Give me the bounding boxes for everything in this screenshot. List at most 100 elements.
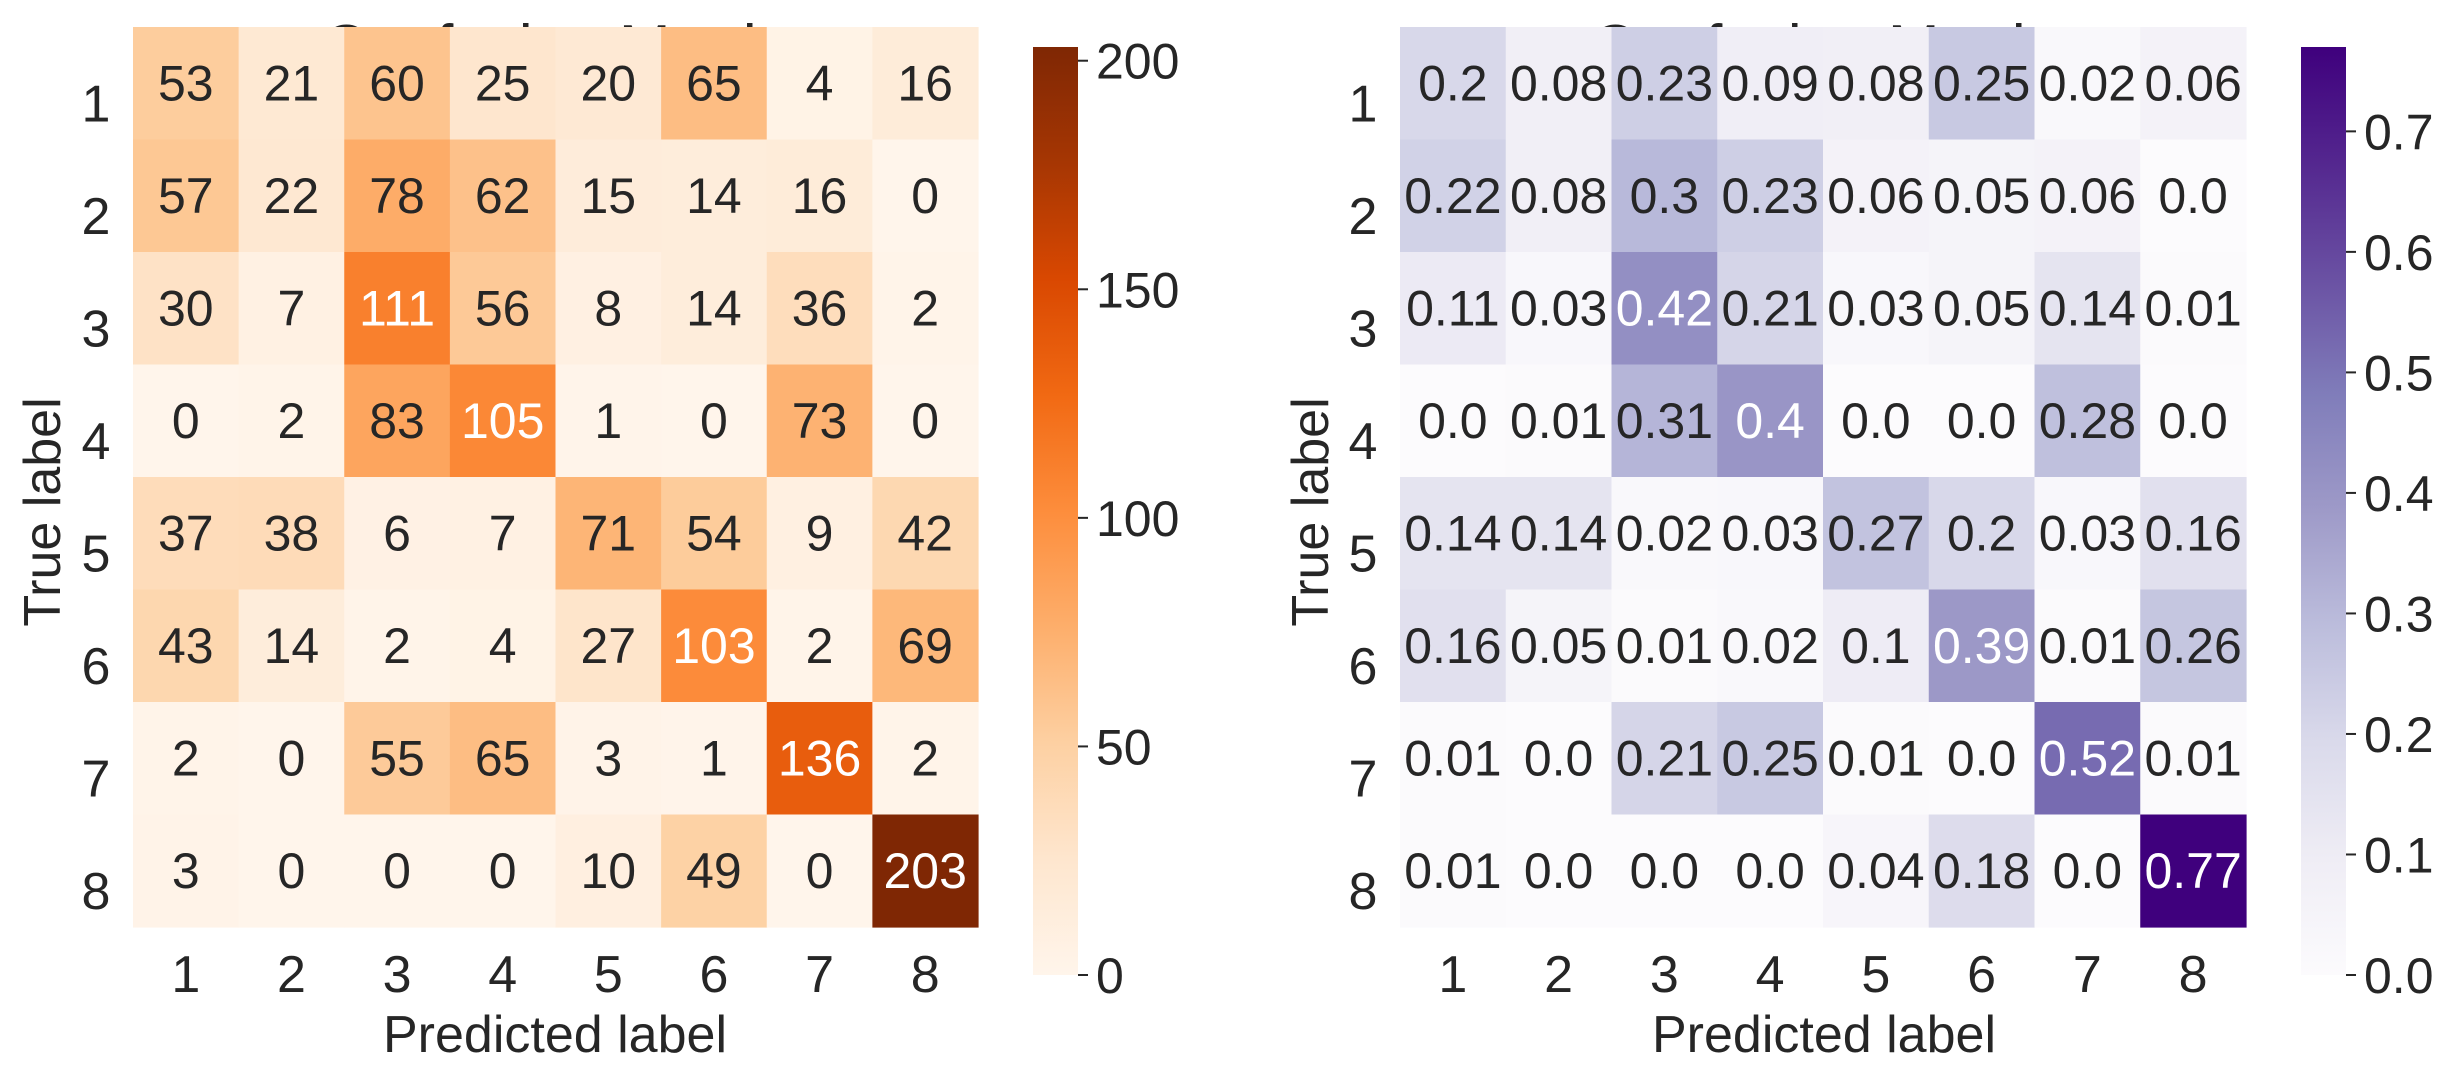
- heatmap-cell: [1928, 252, 2036, 366]
- cell-value-label: 0.08: [1510, 168, 1607, 224]
- cell-value-label: 0: [278, 843, 306, 899]
- heatmap-cell: [661, 477, 768, 591]
- cell-value-label: 22: [264, 168, 320, 224]
- heatmap-cell: [1611, 814, 1718, 928]
- cell-value-label: 0.23: [1616, 55, 1713, 111]
- cell-value-label: 0.05: [1933, 168, 2030, 224]
- x-axis-label: Predicted label: [383, 1006, 727, 1064]
- cell-value-label: 0.02: [1616, 505, 1713, 561]
- heatmap-cell: [1505, 702, 1613, 816]
- x-tick-label: 3: [1650, 946, 1679, 1004]
- heatmap-cell: [1400, 814, 1507, 928]
- heatmap-cell: [2034, 589, 2141, 703]
- heatmap-cell: [449, 139, 557, 253]
- cell-value-label: 0: [911, 168, 939, 224]
- y-tick-label: 5: [82, 525, 111, 583]
- colorbar-tick-label: 0.2: [2364, 707, 2434, 763]
- cell-value-label: 0: [911, 393, 939, 449]
- x-tick-label: 4: [488, 946, 517, 1004]
- heatmap-cell: [1505, 252, 1613, 366]
- cell-value-label: 10: [580, 843, 636, 899]
- colorbar-tick-label: 0: [1096, 948, 1124, 1004]
- x-tick-label: 5: [594, 946, 623, 1004]
- cell-value-label: 0.4: [1735, 393, 1805, 449]
- cell-value-label: 0.11: [1406, 280, 1500, 336]
- heatmap-cell: [1717, 702, 1824, 816]
- heatmap-cell: [449, 702, 557, 816]
- cell-value-label: 78: [369, 168, 425, 224]
- cell-value-label: 2: [172, 730, 200, 786]
- heatmap-cell: [1611, 27, 1718, 141]
- y-tick-label: 5: [1349, 525, 1378, 583]
- heatmap-cell: [2034, 27, 2141, 141]
- cell-value-label: 0.0: [1524, 843, 1594, 899]
- x-tick-label: 5: [1861, 946, 1890, 1004]
- heatmap-cell: [2140, 364, 2247, 478]
- y-axis-label: True label: [14, 397, 72, 626]
- cell-value-label: 203: [883, 843, 966, 899]
- cell-value-label: 56: [475, 280, 531, 336]
- x-tick-label: 2: [1544, 946, 1573, 1004]
- cell-value-label: 0.06: [2039, 168, 2136, 224]
- cell-value-label: 14: [264, 618, 320, 674]
- cell-value-label: 0.01: [2039, 618, 2136, 674]
- cell-value-label: 2: [278, 393, 306, 449]
- heatmap-cell: [1717, 139, 1824, 253]
- heatmap-cell: [1717, 814, 1824, 928]
- heatmap-cell: [872, 139, 979, 253]
- cell-value-label: 69: [897, 618, 953, 674]
- cell-value-label: 36: [792, 280, 848, 336]
- cell-value-label: 0.1: [1841, 618, 1911, 674]
- heatmap-cell: [872, 702, 979, 816]
- cell-value-label: 0: [806, 843, 834, 899]
- heatmap-panel-counts: Confusion Matrix 53216025206541657227862…: [14, 13, 1179, 1064]
- cell-value-label: 0.14: [1404, 505, 1501, 561]
- heatmap-cell: [449, 589, 557, 703]
- colorbar-tick-label: 0.4: [2364, 466, 2434, 522]
- colorbar-tick-label: 100: [1096, 491, 1179, 547]
- cell-value-label: 0.0: [2158, 393, 2228, 449]
- heatmap-cell: [1505, 364, 1613, 478]
- colorbar-tick-label: 0.1: [2364, 827, 2434, 883]
- cell-value-label: 1: [700, 730, 728, 786]
- cell-value-label: 6: [383, 505, 411, 561]
- heatmap-cell: [2140, 814, 2247, 928]
- cell-value-label: 0.02: [1721, 618, 1818, 674]
- colorbar: [2301, 47, 2346, 975]
- colorbar-tick-label: 50: [1096, 719, 1152, 775]
- colorbar-tick-label: 0.6: [2364, 225, 2434, 281]
- heatmap-cell: [1928, 814, 2036, 928]
- heatmap-cell: [661, 364, 768, 478]
- x-tick-label: 8: [2179, 946, 2208, 1004]
- cell-value-label: 0.16: [2144, 505, 2241, 561]
- cell-value-label: 0.2: [1418, 55, 1488, 111]
- cell-value-label: 0.28: [2039, 393, 2136, 449]
- heatmap-cell: [1717, 252, 1824, 366]
- heatmap-cell: [555, 27, 662, 141]
- heatmap-cell: [1505, 477, 1613, 591]
- heatmap-cell: [2034, 477, 2141, 591]
- cell-value-label: 0.14: [1510, 505, 1607, 561]
- heatmap-cell: [238, 27, 345, 141]
- cell-value-label: 20: [580, 55, 636, 111]
- heatmap-cell: [1611, 139, 1718, 253]
- cell-value-label: 0.03: [1721, 505, 1818, 561]
- heatmap-cell: [238, 702, 345, 816]
- cell-value-label: 0.3: [1630, 168, 1700, 224]
- heatmap-cell: [661, 702, 768, 816]
- cell-value-label: 43: [158, 618, 214, 674]
- cell-value-label: 0.52: [2039, 730, 2136, 786]
- cell-value-label: 0.14: [2039, 280, 2136, 336]
- y-axis-label: True label: [1282, 397, 1340, 626]
- x-tick-label: 6: [699, 946, 728, 1004]
- cell-value-label: 0.05: [1510, 618, 1607, 674]
- heatmap-cell: [1717, 27, 1824, 141]
- y-tick-labels: 1 2 3 4 5 6 7 8: [1349, 75, 1378, 921]
- cell-value-label: 0.31: [1616, 393, 1713, 449]
- heatmap-cell: [344, 814, 451, 928]
- cell-value-label: 0.03: [1510, 280, 1607, 336]
- heatmap-cell: [872, 364, 979, 478]
- heatmap-cell: [555, 477, 662, 591]
- cell-value-label: 0.08: [1827, 55, 1924, 111]
